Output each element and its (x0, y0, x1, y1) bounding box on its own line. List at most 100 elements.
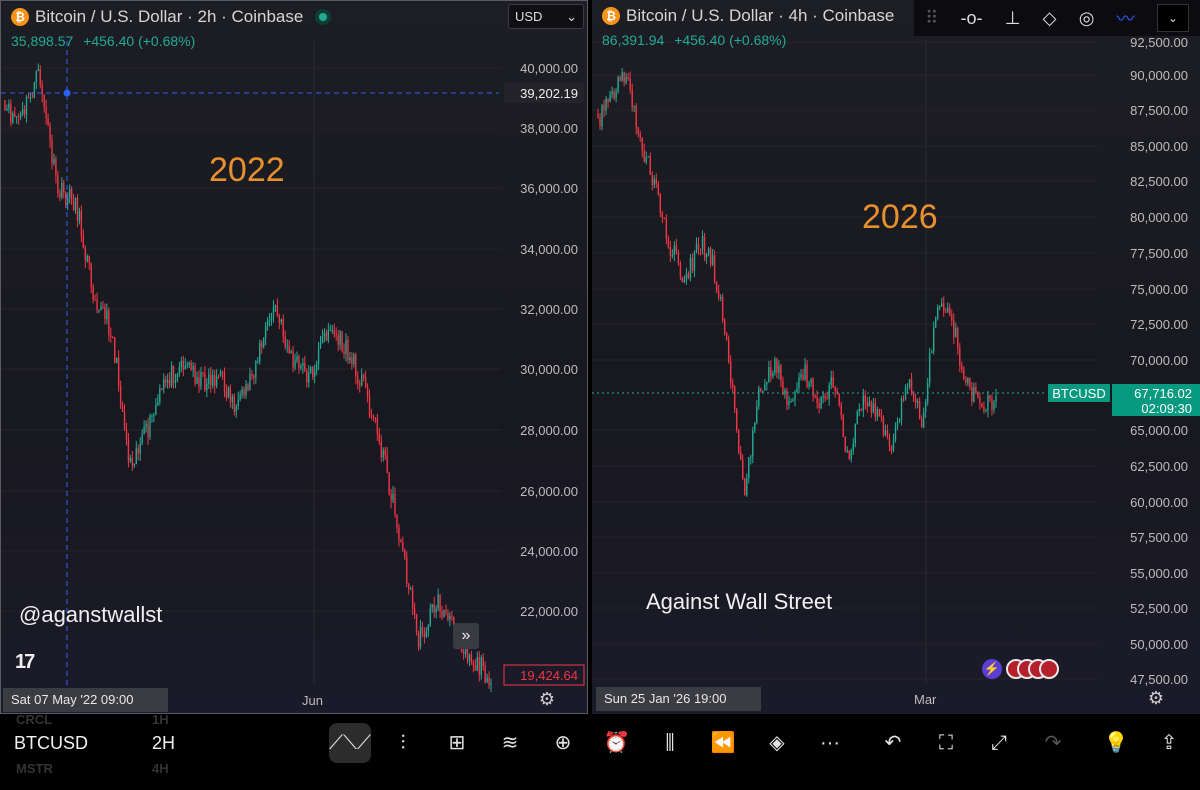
candle-body (239, 394, 241, 400)
candle-body (208, 374, 210, 384)
scroll-to-realtime-button[interactable]: » (453, 623, 479, 649)
candle-body (31, 97, 34, 99)
share-icon[interactable]: ⇪ (1160, 732, 1178, 754)
currency-select[interactable]: USD ⌄ (508, 4, 584, 29)
candle-body (335, 334, 337, 336)
candle-body (635, 106, 637, 128)
candle-body (697, 244, 700, 250)
candle-body (916, 401, 919, 403)
left-candles[interactable]: 40,000.00 38,000.00 36,000.00 34,000.00 32,0… (1, 1, 588, 714)
candle-body (490, 683, 492, 685)
candle-body (14, 113, 16, 117)
ideas-icon[interactable]: 💡 (1103, 732, 1129, 754)
candle-body (100, 306, 102, 311)
candle-body (820, 396, 822, 409)
trend-line-icon[interactable]: 〰 (1116, 9, 1135, 29)
crosshair-dot (63, 89, 71, 97)
candle-body (108, 310, 110, 336)
candle-body (934, 318, 937, 328)
horizontal-ray-icon[interactable]: -o- (960, 7, 983, 28)
candle-body (886, 430, 889, 437)
candle-body (212, 374, 214, 386)
expand-icon[interactable]: ⤢ (991, 732, 1007, 754)
add-icon[interactable]: ⊕ (554, 732, 572, 754)
last-price-text: 67,716.02 (1134, 386, 1192, 401)
candle-body (930, 351, 933, 354)
candle-body (939, 305, 941, 307)
symbol-selector[interactable]: BTCUSD (14, 733, 89, 753)
candles-icon[interactable]: ⫼ (665, 732, 675, 754)
candle-body (384, 450, 386, 455)
candle-body (6, 108, 8, 111)
interval-selector[interactable]: 2H (152, 733, 176, 753)
candle-body (259, 342, 261, 362)
candle-body (464, 645, 467, 654)
candle-body (788, 401, 790, 405)
candle-body (468, 654, 471, 661)
candle-body (19, 114, 22, 118)
bitcoin-icon: ₿ (602, 7, 620, 25)
candle-body (274, 305, 277, 308)
right-candles[interactable]: 92,500.00 90,000.00 87,500.00 85,000.00 82,5… (592, 0, 1200, 714)
color-swatch[interactable]: ⌄ (1156, 4, 1189, 32)
candle-body (910, 379, 913, 392)
candle-body (754, 422, 756, 431)
left-x-label: Jun (302, 693, 323, 708)
candle-body (852, 443, 854, 451)
line-chart-icon[interactable]: ⟋⟍⟋ (329, 723, 371, 763)
tradingview-logo[interactable]: 17 (15, 651, 35, 673)
candle-body (176, 374, 179, 382)
undo-icon[interactable]: ↶ (884, 732, 902, 754)
gear-icon[interactable]: ⚙ (538, 689, 556, 709)
indicators-icon[interactable]: ⫶ (400, 732, 406, 754)
candle-body (98, 310, 100, 312)
candle-body (378, 433, 381, 442)
vertical-line-icon[interactable]: ⊥ (1004, 7, 1021, 28)
bitcoin-icon: ₿ (11, 8, 29, 26)
layers-icon[interactable]: ◈ (769, 732, 785, 754)
candle-body (683, 278, 686, 283)
y-tick-label: 60,000.00 (1130, 495, 1188, 510)
candle-body (687, 273, 690, 278)
redo-icon[interactable]: ↷ (1044, 732, 1062, 754)
candle-body (738, 430, 740, 453)
candle-body (51, 139, 53, 164)
right-chart-pane[interactable]: 92,500.00 90,000.00 87,500.00 85,000.00 82,5… (592, 0, 1200, 714)
candle-body (742, 459, 744, 480)
replay-icon[interactable]: ⏪ (710, 732, 736, 754)
candle-body (286, 345, 288, 347)
candle-body (292, 351, 294, 368)
alert-icon[interactable]: ⏰ (603, 731, 629, 754)
left-chart-title[interactable]: Bitcoin / U.S. Dollar · 2h · Coinbase (35, 7, 304, 26)
fullscreen-icon[interactable]: ⛶ (939, 732, 953, 754)
y-tick-label: 28,000.00 (520, 423, 578, 438)
left-crosshair-date: Sat 07 May '22 09:00 (3, 688, 168, 712)
right-chart-title[interactable]: Bitcoin / U.S. Dollar · 4h · Coinbase (626, 6, 895, 25)
compare-icon[interactable]: ≋ (501, 732, 519, 754)
candle-body (735, 409, 738, 431)
y-tick-label: 75,000.00 (1130, 282, 1188, 297)
left-chart-pane[interactable]: 40,000.00 38,000.00 36,000.00 34,000.00 32,0… (0, 0, 588, 714)
ellipse-icon[interactable]: ◇ (1042, 7, 1057, 28)
events-badges[interactable]: ⚡ (982, 659, 1059, 679)
candle-body (772, 372, 774, 377)
candle-body (858, 408, 861, 412)
candle-body (699, 249, 702, 251)
layouts-icon[interactable]: ⊞ (448, 732, 466, 754)
candle-body (603, 104, 605, 111)
gear-icon[interactable]: ⚙ (1147, 688, 1165, 708)
candle-body (68, 188, 71, 198)
candle-body (967, 377, 969, 383)
drag-handle-icon[interactable]: ⠿ (925, 7, 939, 28)
candle-body (300, 365, 302, 369)
left-price-line: 35,898.57 +456.40 (+0.68%) (11, 33, 201, 49)
candle-body (266, 320, 269, 327)
circle-icon[interactable]: ◎ (1078, 7, 1095, 28)
candle-body (388, 473, 390, 494)
candle-body (29, 97, 32, 99)
more-icon[interactable]: ··· (820, 732, 840, 754)
y-tick-label: 70,000.00 (1130, 353, 1188, 368)
candle-body (482, 657, 484, 667)
candle-body (637, 127, 639, 134)
candle-body (413, 608, 416, 615)
